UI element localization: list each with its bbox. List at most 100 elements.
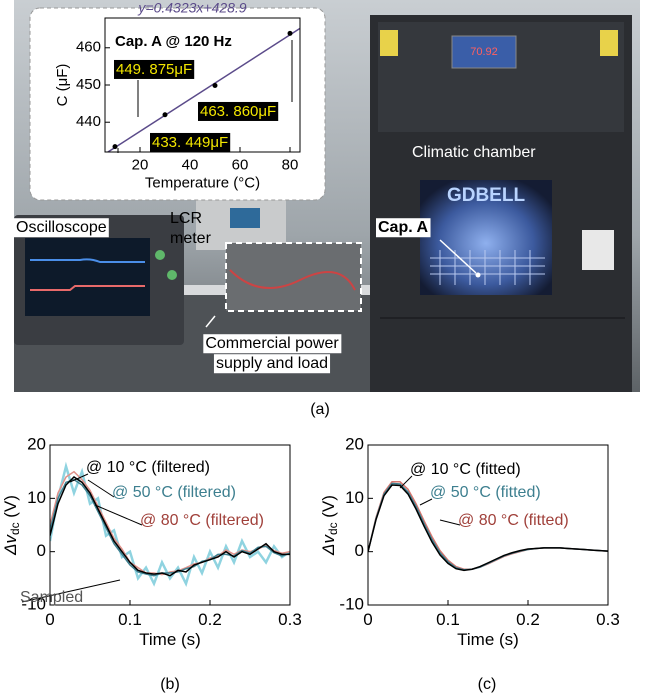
series-label: @ 50 °C (fitted) <box>430 484 541 501</box>
y-axis-label-text: Δv <box>1 534 20 556</box>
value-label-background <box>198 101 279 121</box>
value-label: 433. 449μF <box>152 134 228 151</box>
y-axis-label: Δvdc (V) <box>319 495 340 556</box>
fit-line <box>106 27 300 152</box>
x-axis-label: Time (s) <box>139 630 201 649</box>
point <box>212 82 218 88</box>
lcr-screen <box>230 208 260 228</box>
panel-label: (c) <box>478 676 497 693</box>
series-label: @ 10 °C (filtered) <box>86 459 210 476</box>
point <box>162 112 168 118</box>
x-tick-label: 0.3 <box>278 610 302 629</box>
label-arrow <box>399 475 413 489</box>
knob <box>167 270 177 280</box>
photo-label: Commercial power <box>205 335 339 352</box>
photo-label: supply and load <box>216 355 328 372</box>
series-line <box>50 461 290 588</box>
y-tick-label: 20 <box>27 434 46 453</box>
panel-label: (a) <box>310 401 330 418</box>
x-tick-label: 0.3 <box>596 610 620 629</box>
series-line <box>368 484 608 572</box>
photo-label-background <box>14 218 109 238</box>
pointer <box>439 239 477 274</box>
pointer <box>205 315 216 328</box>
x-tick-label: 80 <box>282 156 299 173</box>
x-tick-label: 0.1 <box>118 610 142 629</box>
y-tick-label: 460 <box>76 39 101 56</box>
y-axis-label-subscript: dc <box>8 522 22 535</box>
x-tick-label: 0 <box>363 610 372 629</box>
x-tick-label: 0.1 <box>436 610 460 629</box>
label-arrow <box>21 579 121 603</box>
label-arrow <box>69 473 89 483</box>
series-line <box>50 478 290 577</box>
photo-label: Cap. A <box>378 219 429 236</box>
photo-label: Climatic chamber <box>412 144 536 161</box>
y-tick-label: 10 <box>345 488 364 507</box>
plot <box>368 481 608 572</box>
series-label: @ 10 °C (fitted) <box>410 461 521 478</box>
y-axis-label: Δvdc (V) <box>1 495 22 556</box>
y-axis-label-suffix: (V) <box>319 495 338 522</box>
y-tick-label: 0 <box>355 541 364 560</box>
label-arrow <box>87 479 115 498</box>
photo-label: meter <box>170 230 212 247</box>
value-label-background <box>114 59 195 79</box>
bench-edge <box>14 285 394 295</box>
photo-label-background <box>213 354 331 374</box>
brand: GDBELL <box>447 185 526 206</box>
label-arrow <box>419 498 433 506</box>
value-label: 463. 860μF <box>200 103 276 120</box>
fit-label: y=0.4323x+428.9 <box>137 0 246 16</box>
x-tick-label: 20 <box>132 156 149 173</box>
oscilloscope-screen <box>25 238 150 316</box>
dashed-box <box>225 242 362 312</box>
photo <box>14 0 640 392</box>
y-axis-label: C (μF) <box>54 64 71 107</box>
photo-label-background <box>376 218 431 238</box>
series-label: Sampled <box>20 589 83 606</box>
series-label: @ 50 °C (filtered) <box>112 484 236 501</box>
x-tick-label: 0.2 <box>516 610 540 629</box>
plot <box>50 461 290 588</box>
value-label-background <box>150 132 231 152</box>
photo-label-background <box>203 334 342 354</box>
axes-frame <box>49 444 291 606</box>
y-tick-label: -10 <box>21 594 46 613</box>
x-tick-label: 0 <box>45 610 54 629</box>
y-tick-label: 20 <box>345 434 364 453</box>
sticker <box>380 30 398 56</box>
point <box>112 144 118 150</box>
series-line <box>50 476 290 577</box>
y-tick-label: 10 <box>27 488 46 507</box>
series-label: @ 80 °C (filtered) <box>140 512 264 529</box>
y-tick-label: 0 <box>37 541 46 560</box>
y-axis-label-text: Δv <box>319 534 338 556</box>
series-label: @ 80 °C (fitted) <box>458 512 569 529</box>
x-axis-label: Time (s) <box>457 630 519 649</box>
power-supply <box>226 243 361 311</box>
chart-title: Cap. A @ 120 Hz <box>115 33 232 50</box>
x-tick-label: 60 <box>232 156 249 173</box>
label-arrow <box>439 519 461 526</box>
wire <box>229 269 356 291</box>
trace <box>30 258 145 263</box>
label-arrow <box>94 504 143 526</box>
y-tick-label: 440 <box>76 113 101 130</box>
x-tick-label: 40 <box>182 156 199 173</box>
sticker <box>582 230 614 270</box>
panel-label: (b) <box>160 676 180 693</box>
capacitor <box>475 272 481 278</box>
photo-label: Oscilloscope <box>16 219 107 236</box>
point <box>287 30 293 36</box>
x-tick-label: 0.2 <box>198 610 222 629</box>
y-tick-label: 450 <box>76 76 101 93</box>
trace <box>30 285 145 291</box>
y-tick-label: -10 <box>339 594 364 613</box>
series-line <box>50 470 290 576</box>
value-label: 449. 875μF <box>116 61 192 78</box>
photo-label: LCR <box>170 210 202 227</box>
chamber-screen <box>451 35 517 69</box>
y-axis-label-subscript: dc <box>326 522 340 535</box>
